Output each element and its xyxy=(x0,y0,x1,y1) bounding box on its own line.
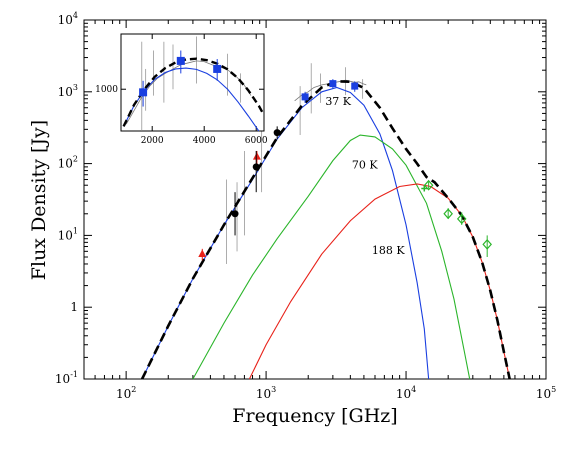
y-tick-label: 104 xyxy=(58,11,78,27)
x-tick-label: 102 xyxy=(116,385,136,401)
point-diamond xyxy=(443,208,453,220)
y-tick-label: 1 xyxy=(70,300,78,314)
inset-point-square xyxy=(213,64,222,73)
curve-hot xyxy=(248,183,511,380)
inset-y-tick-label: 1000 xyxy=(95,85,118,95)
x-tick-label: 103 xyxy=(256,385,276,401)
component-label: 37 K xyxy=(325,95,351,108)
inset-curve-total xyxy=(122,57,266,127)
inset-x-tick-label: 2000 xyxy=(141,136,164,146)
y-tick-label: 101 xyxy=(58,226,78,242)
x-tick-label: 105 xyxy=(536,385,556,401)
plot-frame xyxy=(83,19,547,380)
point-circle xyxy=(231,210,239,218)
point-triangle xyxy=(198,249,207,258)
axis-tick-labels: 102 103 104 105 10-1 1 101 102 103 104 xyxy=(55,11,556,401)
point-triangle xyxy=(252,152,261,160)
curve-total xyxy=(140,79,511,380)
y-tick-label: 10-1 xyxy=(55,370,78,386)
inset-point-square xyxy=(176,56,185,65)
model-curves xyxy=(140,79,511,380)
point-diamond xyxy=(482,238,492,250)
curve-cold xyxy=(141,86,430,380)
x-tick-label: 104 xyxy=(396,385,416,401)
y-axis-title: Flux Density [Jy] xyxy=(28,120,50,280)
curve-warm xyxy=(192,134,471,380)
point-square xyxy=(301,93,309,101)
component-label: 70 K xyxy=(352,159,378,172)
point-diamond xyxy=(456,213,467,225)
y-tick-label: 103 xyxy=(58,83,78,99)
component-labels: 37 K 70 K 188 K xyxy=(325,95,405,257)
point-square xyxy=(329,80,337,88)
point-circle xyxy=(273,129,281,137)
inset-x-tick-label: 6000 xyxy=(245,136,268,146)
data-points xyxy=(198,79,492,261)
inset-point-square xyxy=(139,88,148,97)
x-axis-title: Frequency [GHz] xyxy=(232,405,397,427)
component-label: 188 K xyxy=(372,244,405,257)
y-tick-label: 102 xyxy=(58,155,78,171)
point-diamond xyxy=(423,179,434,191)
spectrum-trace xyxy=(294,79,367,102)
point-square xyxy=(351,82,359,90)
axis-ticks xyxy=(83,19,547,380)
inset-x-tick-label: 4000 xyxy=(193,136,216,146)
point-circle xyxy=(252,163,260,171)
inset-chart: 2000 4000 6000 1000 xyxy=(95,33,268,146)
